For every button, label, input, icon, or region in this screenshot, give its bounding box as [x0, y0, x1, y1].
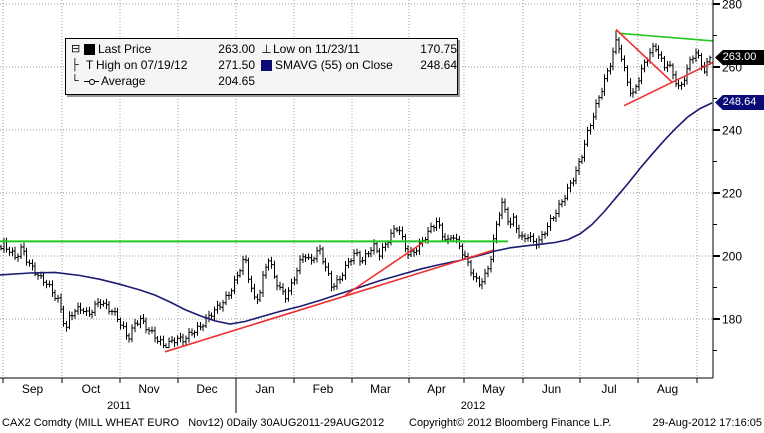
svg-text:2011: 2011	[107, 400, 131, 412]
legend-label-last-price: Last Price	[98, 42, 152, 56]
legend-value-high: 271.50	[218, 58, 255, 72]
svg-text:Nov: Nov	[138, 382, 159, 396]
tree-expander-icon[interactable]: ⊟	[71, 43, 81, 55]
svg-text:Mar: Mar	[370, 382, 391, 396]
legend-value-smavg: 248.64	[420, 58, 457, 72]
svg-text:Aug: Aug	[657, 382, 678, 396]
chart-legend: ⊟ Last Price 263.00 ├ T High on 07/19/12…	[65, 38, 458, 95]
timestamp: 29-Aug-2012 17:16:05	[652, 417, 762, 429]
legend-value-low: 170.75	[420, 42, 457, 56]
svg-text:Sep: Sep	[22, 382, 44, 396]
svg-text:Jun: Jun	[542, 382, 561, 396]
svg-text:220: 220	[722, 187, 742, 201]
smavg-swatch-icon	[261, 59, 272, 71]
legend-left-column: ⊟ Last Price 263.00 ├ T High on 07/19/12…	[71, 39, 255, 94]
x-axis-labels: Sep Oct Nov Dec Jan Feb Mar Apr May Jun Jul Aug 2011…	[22, 382, 678, 412]
high-marker-icon: T	[85, 58, 94, 72]
trendline-annotations	[0, 28, 714, 353]
legend-value-average: 204.65	[218, 74, 255, 88]
security-description: CAX2 Comdty (MILL WHEAT EURO Nov12) 0Dai…	[2, 417, 385, 429]
svg-text:240: 240	[722, 124, 742, 138]
svg-text:Oct: Oct	[82, 382, 101, 396]
ohlc-bars	[0, 30, 712, 349]
smavg-line	[0, 102, 713, 325]
average-marker-icon	[84, 77, 99, 86]
svg-text:2012: 2012	[461, 400, 485, 412]
legend-row-smavg: SMAVG (55) on Close 248.64	[261, 57, 457, 73]
last-price-swatch-icon	[84, 43, 95, 55]
low-marker-icon: ⊥	[261, 42, 272, 56]
svg-text:Feb: Feb	[313, 382, 334, 396]
tree-branch-icon: ├	[71, 59, 79, 71]
svg-text:Jul: Jul	[601, 382, 616, 396]
legend-row-high: ├ T High on 07/19/12 271.50	[71, 57, 255, 73]
legend-label-low: Low on 11/23/11	[273, 42, 360, 56]
copyright-text: Copyright© 2012 Bloomberg Finance L.P.	[409, 417, 612, 429]
last-price-badge: 263.00	[715, 50, 764, 65]
svg-text:Dec: Dec	[196, 382, 217, 396]
svg-text:May: May	[482, 382, 505, 396]
svg-text:Apr: Apr	[427, 382, 446, 396]
legend-value-last-price: 263.00	[218, 42, 255, 56]
svg-text:Jan: Jan	[255, 382, 274, 396]
svg-text:180: 180	[722, 313, 742, 327]
legend-label-smavg: SMAVG (55) on Close	[275, 58, 393, 72]
legend-label-average: Average	[101, 74, 146, 88]
axes	[0, 0, 720, 413]
legend-row-low: ⊥ Low on 11/23/11 170.75	[261, 41, 457, 57]
legend-right-column: ⊥ Low on 11/23/11 170.75 SMAVG (55) on C…	[261, 39, 457, 94]
legend-row-last-price: ⊟ Last Price 263.00	[71, 41, 255, 57]
legend-label-high: High on 07/19/12	[96, 58, 188, 72]
svg-text:200: 200	[722, 250, 742, 264]
chart-footer: CAX2 Comdty (MILL WHEAT EURO Nov12) 0Dai…	[0, 417, 764, 433]
smavg-price-badge: 248.64	[715, 95, 764, 110]
legend-row-average: └ Average 204.65	[71, 73, 255, 89]
tree-branch-end-icon: └	[71, 75, 79, 87]
svg-text:280: 280	[722, 0, 742, 12]
